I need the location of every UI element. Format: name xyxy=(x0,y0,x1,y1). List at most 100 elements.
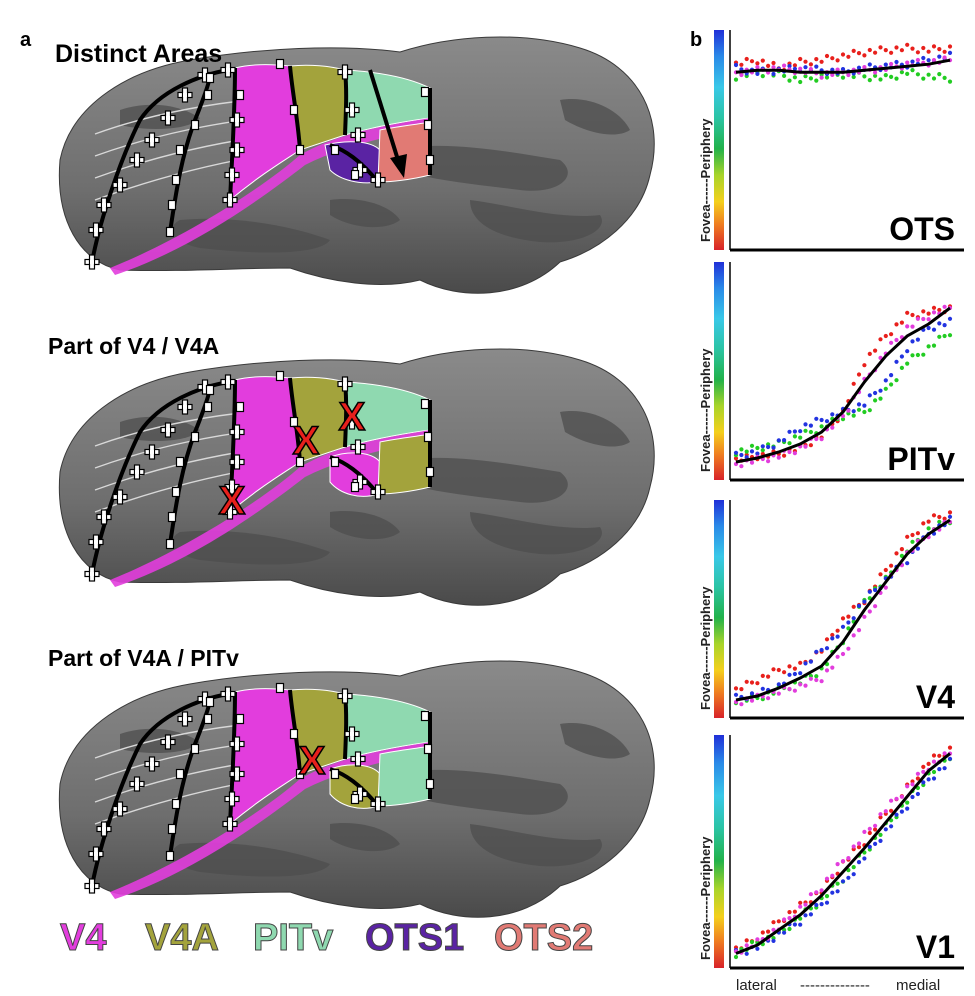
point-blue xyxy=(744,455,749,460)
minus-marker xyxy=(235,89,245,101)
plus-marker-c xyxy=(118,495,122,499)
point-green xyxy=(814,674,819,679)
point-blue xyxy=(808,912,814,917)
point-green xyxy=(878,77,883,82)
mean-line xyxy=(735,518,951,702)
point-blue xyxy=(926,325,931,331)
point-blue xyxy=(947,514,953,519)
point-red xyxy=(755,61,760,66)
point-blue xyxy=(915,546,921,551)
point-blue xyxy=(905,561,910,566)
point-green xyxy=(915,352,921,358)
point-magenta xyxy=(867,826,872,832)
point-green xyxy=(910,353,915,358)
point-blue xyxy=(755,71,760,76)
point-blue xyxy=(798,671,803,676)
point-green xyxy=(862,409,867,415)
panel-a-letter: a xyxy=(20,29,32,51)
plus-marker-c xyxy=(343,70,347,74)
point-magenta xyxy=(819,679,824,684)
point-blue xyxy=(894,59,899,65)
point-red xyxy=(921,45,926,51)
point-red xyxy=(776,667,781,673)
point-blue xyxy=(814,64,819,69)
plus-marker-c xyxy=(230,797,234,801)
minus-marker xyxy=(175,768,185,780)
point-green xyxy=(840,75,846,80)
point-blue xyxy=(824,900,830,905)
point-red xyxy=(760,58,765,63)
panel-b-letter: b xyxy=(690,29,702,51)
point-magenta xyxy=(771,927,776,932)
point-green xyxy=(915,72,921,77)
point-red xyxy=(851,381,856,386)
plus-marker-c xyxy=(135,470,139,474)
area-boundary xyxy=(228,691,237,825)
point-blue xyxy=(830,636,835,641)
minus-marker xyxy=(275,682,285,694)
brain-row-1 xyxy=(58,36,655,294)
point-blue xyxy=(867,589,872,594)
plus-marker-c xyxy=(358,480,362,484)
red-x-mark: X xyxy=(219,479,246,523)
plus-marker-c xyxy=(150,450,154,454)
row1-title: Distinct Areas xyxy=(55,40,222,68)
point-red xyxy=(921,521,926,526)
minus-marker xyxy=(330,456,340,468)
minus-marker xyxy=(289,728,299,740)
plus-marker-c xyxy=(118,807,122,811)
point-magenta xyxy=(915,316,921,321)
point-red xyxy=(760,673,765,679)
point-blue xyxy=(787,64,792,69)
point-red xyxy=(744,679,749,684)
legend-v4: V4 xyxy=(60,917,106,959)
point-green xyxy=(910,539,915,544)
point-blue xyxy=(803,65,808,70)
point-red xyxy=(840,52,846,57)
point-red xyxy=(883,333,888,339)
point-blue xyxy=(899,354,905,359)
mean-line xyxy=(735,752,951,955)
point-red xyxy=(792,666,798,671)
point-red xyxy=(733,456,739,461)
point-blue xyxy=(926,58,931,63)
point-blue xyxy=(819,647,824,653)
point-magenta xyxy=(931,58,937,63)
point-green xyxy=(744,449,749,454)
minus-marker xyxy=(203,401,213,413)
point-red xyxy=(824,637,830,642)
point-red xyxy=(910,46,915,51)
point-magenta xyxy=(862,614,867,619)
point-red xyxy=(905,42,910,47)
point-red xyxy=(878,337,883,342)
point-magenta xyxy=(862,65,867,70)
point-green xyxy=(889,74,894,79)
point-blue xyxy=(840,879,846,884)
legend-ots1: OTS1 xyxy=(365,917,464,959)
point-blue xyxy=(851,409,856,414)
point-green xyxy=(921,76,926,81)
point-green xyxy=(937,334,942,339)
plus-marker-c xyxy=(235,460,239,464)
point-magenta xyxy=(840,651,846,657)
legend-pitv: PITv xyxy=(253,917,333,959)
point-magenta xyxy=(808,676,814,681)
point-red xyxy=(867,47,872,53)
point-red xyxy=(776,919,781,924)
plus-marker-c xyxy=(203,73,207,77)
plus-marker-c xyxy=(235,430,239,434)
plus-marker-c xyxy=(356,445,360,449)
point-green xyxy=(878,396,883,401)
point-blue xyxy=(814,902,819,908)
point-green xyxy=(835,881,840,886)
point-green xyxy=(787,441,792,446)
point-green xyxy=(899,365,905,370)
minus-marker xyxy=(289,104,299,116)
point-blue xyxy=(926,777,931,782)
point-red xyxy=(905,534,910,539)
minus-marker xyxy=(235,713,245,725)
ventral-strip xyxy=(110,742,430,899)
minus-marker xyxy=(295,144,305,156)
point-blue xyxy=(921,55,926,61)
point-red xyxy=(947,510,953,515)
